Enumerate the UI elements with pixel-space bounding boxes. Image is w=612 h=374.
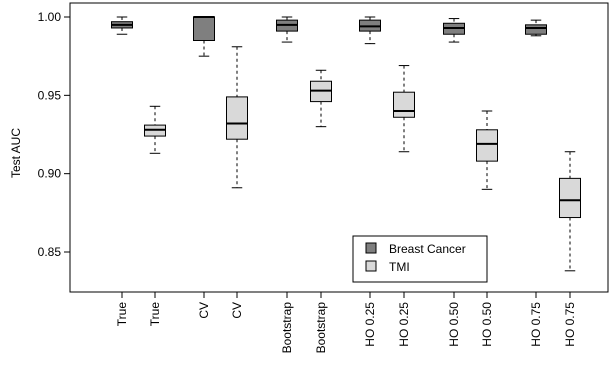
x-tick-label: HO 0.50 xyxy=(447,302,461,347)
x-tick-label: True xyxy=(115,302,129,327)
x-tick-label: Bootstrap xyxy=(280,302,294,354)
box-tmi-ho-0-25 xyxy=(393,65,415,153)
x-tick-label: HO 0.75 xyxy=(563,302,577,347)
y-axis-title: Test AUC xyxy=(9,128,23,178)
y-tick-label: 0.90 xyxy=(38,167,62,181)
plot-frame xyxy=(69,2,609,293)
x-axis: True True CV CV Bootstrap Bootstrap HO 0.25 HO … xyxy=(115,292,577,353)
x-tick-label: CV xyxy=(230,302,244,319)
legend-label: Breast Cancer xyxy=(389,242,466,256)
iqr-box xyxy=(559,177,581,219)
iqr-box xyxy=(226,96,248,140)
legend: Breast Cancer TMI xyxy=(352,235,488,283)
box-breast-cancer-bootstrap xyxy=(276,16,298,43)
box-tmi-true xyxy=(144,105,166,154)
y-tick-label: 1.00 xyxy=(38,10,62,24)
box-breast-cancer-ho-0-75 xyxy=(525,19,547,37)
box-tmi-bootstrap xyxy=(310,69,332,128)
box-breast-cancer-ho-0-50 xyxy=(443,18,465,43)
box-breast-cancer-cv xyxy=(193,16,215,57)
x-tick-label: HO 0.25 xyxy=(363,302,377,347)
legend-swatch xyxy=(365,260,377,272)
box-tmi-cv xyxy=(226,46,248,189)
box-tmi-ho-0-75 xyxy=(559,151,581,272)
box-breast-cancer-true xyxy=(111,16,133,35)
x-tick-label: CV xyxy=(197,302,211,319)
x-tick-label: HO 0.75 xyxy=(529,302,543,347)
y-tick-label: 0.85 xyxy=(38,245,62,259)
x-tick-label: HO 0.25 xyxy=(397,302,411,347)
x-tick-label: True xyxy=(148,302,162,327)
iqr-box xyxy=(193,16,215,41)
y-axis: 0.85 0.90 0.95 1.00 xyxy=(38,10,70,259)
iqr-box xyxy=(393,91,415,118)
y-tick-label: 0.95 xyxy=(38,88,62,102)
iqr-box xyxy=(525,24,547,35)
box-breast-cancer-ho-0-25 xyxy=(359,16,381,45)
box-tmi-ho-0-50 xyxy=(476,110,498,190)
boxes xyxy=(111,16,581,272)
legend-label: TMI xyxy=(389,260,410,274)
x-tick-label: Bootstrap xyxy=(314,302,328,354)
legend-swatch xyxy=(365,242,377,254)
plot-border xyxy=(69,2,609,293)
x-tick-label: HO 0.50 xyxy=(480,302,494,347)
iqr-box xyxy=(476,129,498,162)
